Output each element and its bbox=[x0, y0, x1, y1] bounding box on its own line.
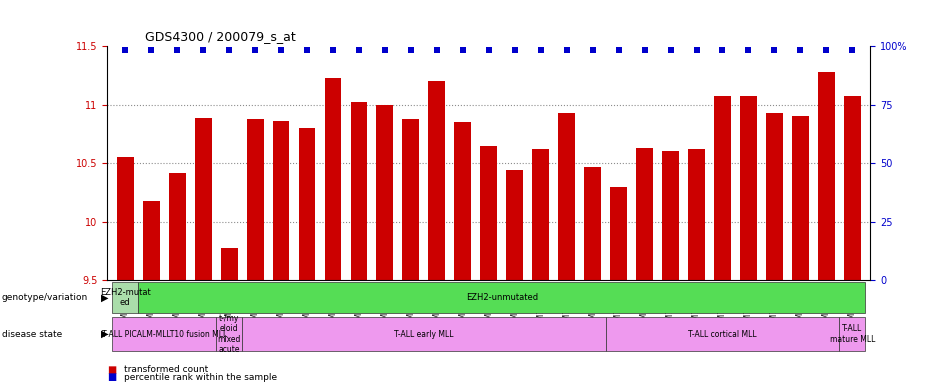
Point bbox=[663, 46, 678, 53]
Point bbox=[844, 46, 859, 53]
Point bbox=[326, 46, 341, 53]
Text: percentile rank within the sample: percentile rank within the sample bbox=[124, 373, 277, 382]
Text: disease state: disease state bbox=[2, 329, 62, 339]
Text: EZH2-mutat
ed: EZH2-mutat ed bbox=[100, 288, 151, 307]
Point bbox=[689, 46, 704, 53]
Bar bbox=[818, 72, 835, 280]
Point bbox=[169, 46, 184, 53]
Bar bbox=[325, 78, 342, 280]
Point bbox=[741, 46, 756, 53]
Bar bbox=[840, 317, 865, 351]
Point bbox=[429, 46, 444, 53]
Bar bbox=[376, 104, 394, 280]
Bar bbox=[662, 151, 679, 280]
Bar bbox=[714, 96, 731, 280]
Bar bbox=[247, 119, 263, 280]
Bar bbox=[480, 146, 497, 280]
Point bbox=[767, 46, 782, 53]
Bar bbox=[792, 116, 809, 280]
Point bbox=[533, 46, 548, 53]
Point bbox=[248, 46, 263, 53]
Point bbox=[611, 46, 626, 53]
Bar bbox=[142, 201, 159, 280]
Bar bbox=[606, 317, 840, 351]
Text: T-ALL early MLL: T-ALL early MLL bbox=[394, 329, 453, 339]
Point bbox=[507, 46, 522, 53]
Bar bbox=[428, 81, 445, 280]
Point bbox=[118, 46, 133, 53]
Bar bbox=[113, 317, 216, 351]
Point bbox=[481, 46, 496, 53]
Text: ■: ■ bbox=[107, 372, 116, 382]
Bar bbox=[273, 121, 290, 280]
Point bbox=[377, 46, 392, 53]
Text: GDS4300 / 200079_s_at: GDS4300 / 200079_s_at bbox=[145, 30, 296, 43]
Bar bbox=[454, 122, 471, 280]
Bar bbox=[116, 157, 134, 280]
Text: ▶: ▶ bbox=[101, 329, 108, 339]
Point bbox=[274, 46, 289, 53]
Point bbox=[196, 46, 210, 53]
Point bbox=[715, 46, 730, 53]
Bar bbox=[843, 96, 861, 280]
Bar bbox=[299, 128, 316, 280]
Point bbox=[300, 46, 315, 53]
Point bbox=[455, 46, 470, 53]
Bar bbox=[636, 148, 653, 280]
Point bbox=[586, 46, 600, 53]
Bar bbox=[506, 170, 523, 280]
Bar bbox=[585, 167, 601, 280]
Bar bbox=[195, 118, 211, 280]
Text: genotype/variation: genotype/variation bbox=[2, 293, 88, 302]
Bar bbox=[766, 113, 783, 280]
Bar bbox=[688, 149, 705, 280]
Bar bbox=[559, 113, 575, 280]
Text: T-ALL PICALM-MLLT10 fusion MLL: T-ALL PICALM-MLLT10 fusion MLL bbox=[101, 329, 227, 339]
Bar bbox=[221, 248, 237, 280]
Bar bbox=[740, 96, 757, 280]
Point bbox=[403, 46, 418, 53]
Text: ■: ■ bbox=[107, 365, 116, 375]
Point bbox=[143, 46, 158, 53]
Bar bbox=[169, 172, 185, 280]
Text: EZH2-unmutated: EZH2-unmutated bbox=[466, 293, 538, 302]
Bar bbox=[402, 119, 419, 280]
Text: ▶: ▶ bbox=[101, 293, 108, 303]
Point bbox=[637, 46, 652, 53]
Bar bbox=[350, 102, 368, 280]
Point bbox=[819, 46, 834, 53]
Bar bbox=[216, 317, 242, 351]
Text: T-ALL cortical MLL: T-ALL cortical MLL bbox=[688, 329, 757, 339]
Point bbox=[222, 46, 236, 53]
Text: t-/my
eloid
mixed
acute: t-/my eloid mixed acute bbox=[218, 314, 241, 354]
Bar bbox=[610, 187, 627, 280]
Point bbox=[793, 46, 808, 53]
Bar bbox=[533, 149, 549, 280]
Point bbox=[560, 46, 574, 53]
Point bbox=[352, 46, 367, 53]
Text: T-ALL
mature MLL: T-ALL mature MLL bbox=[830, 324, 875, 344]
Bar bbox=[242, 317, 606, 351]
Bar bbox=[113, 282, 138, 313]
Text: transformed count: transformed count bbox=[124, 365, 208, 374]
